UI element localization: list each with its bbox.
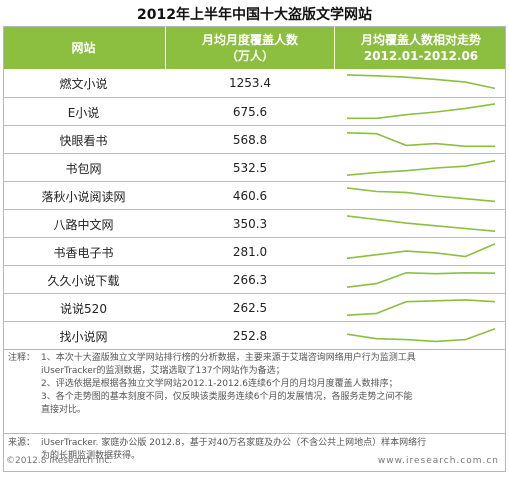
- source-line: 为的长期监测数据获得。: [8, 450, 501, 463]
- trend-sparkline: [347, 103, 496, 120]
- website-text: www.iresearch.com.cn: [377, 456, 499, 466]
- note-text-3: 2、评选依据是根据各独立文学网站2012.1-2012.6连续6个月的月均月度覆…: [41, 379, 398, 389]
- site-name-cell: E小说: [67, 105, 100, 120]
- trend-line: [346, 74, 496, 90]
- site-name-cell: 书包网: [65, 161, 102, 176]
- coverage-value-cell: 568.8: [232, 133, 268, 147]
- trend-line: [346, 243, 496, 260]
- coverage-value-cell: 675.6: [232, 105, 268, 119]
- note-line: 3、各个走势图的基本刻度不同，仅反映该类服务连续6个月的发展情况，各服务走势之间…: [8, 391, 501, 404]
- trend-line: [346, 271, 496, 288]
- trend-line: [346, 299, 496, 316]
- table-row: 八路中文网 350.3: [4, 209, 505, 237]
- notes-section: 注释： 1、本次十大盗版独立文学网站排行榜的分析数据，主要来源于艾瑞咨询网络用户…: [4, 349, 505, 433]
- trend-line: [346, 160, 496, 176]
- header-site: 网站: [4, 27, 163, 69]
- trend-line: [346, 328, 496, 343]
- trend-sparkline: [346, 160, 496, 176]
- chart-title: 2012年上半年中国十大盗版文学网站: [137, 7, 372, 23]
- trend-line: [347, 103, 496, 120]
- trend-line: [346, 187, 496, 203]
- header-value-line2: （万人）: [225, 49, 274, 63]
- coverage-value-cell: 281.0: [232, 245, 268, 259]
- trend-sparkline: [346, 299, 496, 316]
- trend-line: [346, 132, 495, 148]
- trend-sparkline: [346, 271, 496, 288]
- table-body: 燃文小说 1253.4 E小说 675.6 快眼看书 568.8 书包网 532.5 落秋小说阅…: [4, 69, 505, 349]
- note-text-5: 直接对比。: [41, 405, 87, 415]
- source-label: 来源：: [8, 438, 36, 448]
- coverage-value-cell: 460.6: [232, 189, 268, 203]
- header-trend-line2: 2012.01-2012.06: [363, 49, 479, 63]
- header-value-line1: 月均月度覆盖人数: [201, 33, 298, 47]
- trend-sparkline: [346, 132, 495, 148]
- table-row: 快眼看书 568.8: [4, 125, 505, 153]
- site-name-cell: 找小说网: [59, 329, 108, 344]
- header-trend-line1: 月均覆盖人数相对走势: [360, 33, 481, 47]
- site-name-cell: 说说520: [60, 301, 107, 316]
- header-value: 月均月度覆盖人数 （万人）: [165, 27, 335, 69]
- site-name-cell: 燃文小说: [59, 76, 108, 91]
- note-text-4: 3、各个走势图的基本刻度不同，仅反映该类服务连续6个月的发展情况，各服务走势之间…: [41, 392, 413, 402]
- table-row: 说说520 262.5: [4, 293, 505, 321]
- site-name-cell: 久久小说下载: [47, 273, 120, 288]
- notes-label: 注释：: [8, 353, 36, 363]
- table-row: 书香电子书 281.0: [4, 237, 505, 265]
- trend-sparkline: [346, 74, 496, 90]
- table-header: 网站 月均月度覆盖人数 （万人） 月均覆盖人数相对走势 2012.01-2012…: [4, 27, 505, 69]
- trend-sparkline: [346, 215, 496, 232]
- table-row: 落秋小说阅读网 460.6: [4, 181, 505, 209]
- coverage-value-cell: 1253.4: [229, 76, 271, 90]
- source-text-1: iUserTracker. 家庭办公版 2012.8，基于对40万名家庭及办公（…: [41, 438, 427, 448]
- source-line: 来源： iUserTracker. 家庭办公版 2012.8，基于对40万名家庭…: [8, 437, 501, 450]
- table-row: E小说 675.6: [4, 97, 505, 125]
- trend-sparkline: [346, 328, 496, 343]
- trend-line: [346, 215, 496, 232]
- note-line: iUserTracker的监测数据，艾瑞选取了137个网站作为备选；: [8, 365, 501, 378]
- note-text-2: iUserTracker的监测数据，艾瑞选取了137个网站作为备选；: [41, 366, 285, 376]
- note-line: 直接对比。: [8, 404, 501, 417]
- coverage-value-cell: 350.3: [232, 217, 268, 231]
- coverage-value-cell: 252.8: [232, 329, 268, 343]
- note-line: 2、评选依据是根据各独立文学网站2012.1-2012.6连续6个月的月均月度覆…: [8, 378, 501, 391]
- table-row: 燃文小说 1253.4: [4, 69, 505, 97]
- coverage-value-cell: 532.5: [232, 161, 268, 175]
- coverage-value-cell: 262.5: [232, 301, 268, 315]
- table-row: 书包网 532.5: [4, 153, 505, 181]
- source-text-2: 为的长期监测数据获得。: [41, 451, 141, 461]
- site-name-cell: 八路中文网: [53, 217, 114, 232]
- source-section: 来源： iUserTracker. 家庭办公版 2012.8，基于对40万名家庭…: [4, 433, 505, 469]
- table-row: 久久小说下载 266.3: [4, 265, 505, 293]
- ranking-table-frame: 网站 月均月度覆盖人数 （万人） 月均覆盖人数相对走势 2012.01-2012…: [3, 26, 506, 472]
- footer: ©2012.8 iResearch Inc. www.iresearch.com…: [6, 456, 503, 470]
- copyright-text: ©2012.8 iResearch Inc.: [6, 456, 113, 466]
- header-trend: 月均覆盖人数相对走势 2012.01-2012.06: [337, 27, 505, 69]
- trend-sparkline: [346, 187, 496, 203]
- coverage-value-cell: 266.3: [232, 273, 268, 287]
- header-site-label: 网站: [71, 41, 96, 55]
- site-name-cell: 快眼看书: [59, 133, 108, 148]
- site-name-cell: 落秋小说阅读网: [41, 189, 126, 204]
- table-row: 找小说网 252.8: [4, 321, 505, 349]
- note-text-1: 1、本次十大盗版独立文学网站排行榜的分析数据，主要来源于艾瑞咨询网络用户行为监测…: [41, 353, 416, 363]
- note-line: 注释： 1、本次十大盗版独立文学网站排行榜的分析数据，主要来源于艾瑞咨询网络用户…: [8, 352, 501, 365]
- trend-sparkline: [346, 243, 496, 260]
- site-name-cell: 书香电子书: [53, 245, 114, 260]
